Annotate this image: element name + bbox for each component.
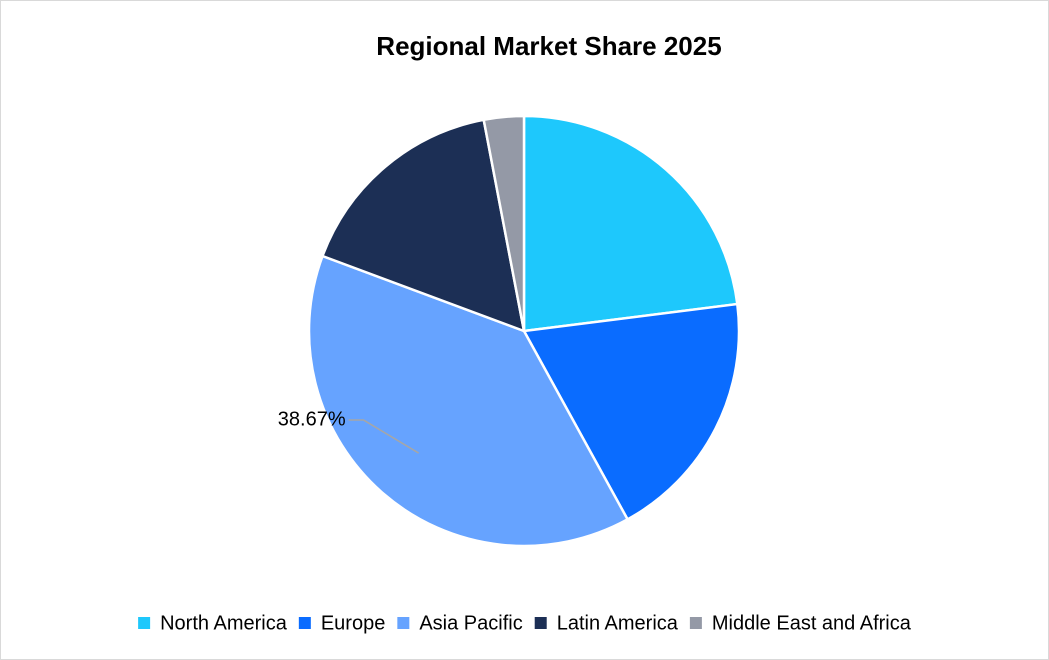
chart-title: Regional Market Share 2025 xyxy=(376,31,721,61)
legend-label: North America xyxy=(160,612,288,634)
legend: North America Europe Asia Pacific Latin Ame… xyxy=(138,612,912,634)
legend-label: Latin America xyxy=(557,612,679,634)
pie-slice xyxy=(522,114,739,333)
pie-slice xyxy=(320,118,526,333)
legend-swatch xyxy=(298,617,311,629)
data-label: 38.67% xyxy=(278,408,346,430)
legend-label: Asia Pacific xyxy=(419,612,522,634)
legend-swatch xyxy=(689,617,702,629)
pie-slice xyxy=(482,114,526,332)
pie-slice xyxy=(307,254,630,548)
pie-slice xyxy=(522,302,741,522)
leader-line xyxy=(348,419,420,454)
legend-swatch xyxy=(534,617,547,629)
legend-label: Europe xyxy=(321,612,386,634)
legend-swatch xyxy=(138,617,151,629)
legend-label: Middle East and Africa xyxy=(712,612,912,634)
legend-swatch xyxy=(397,617,410,629)
